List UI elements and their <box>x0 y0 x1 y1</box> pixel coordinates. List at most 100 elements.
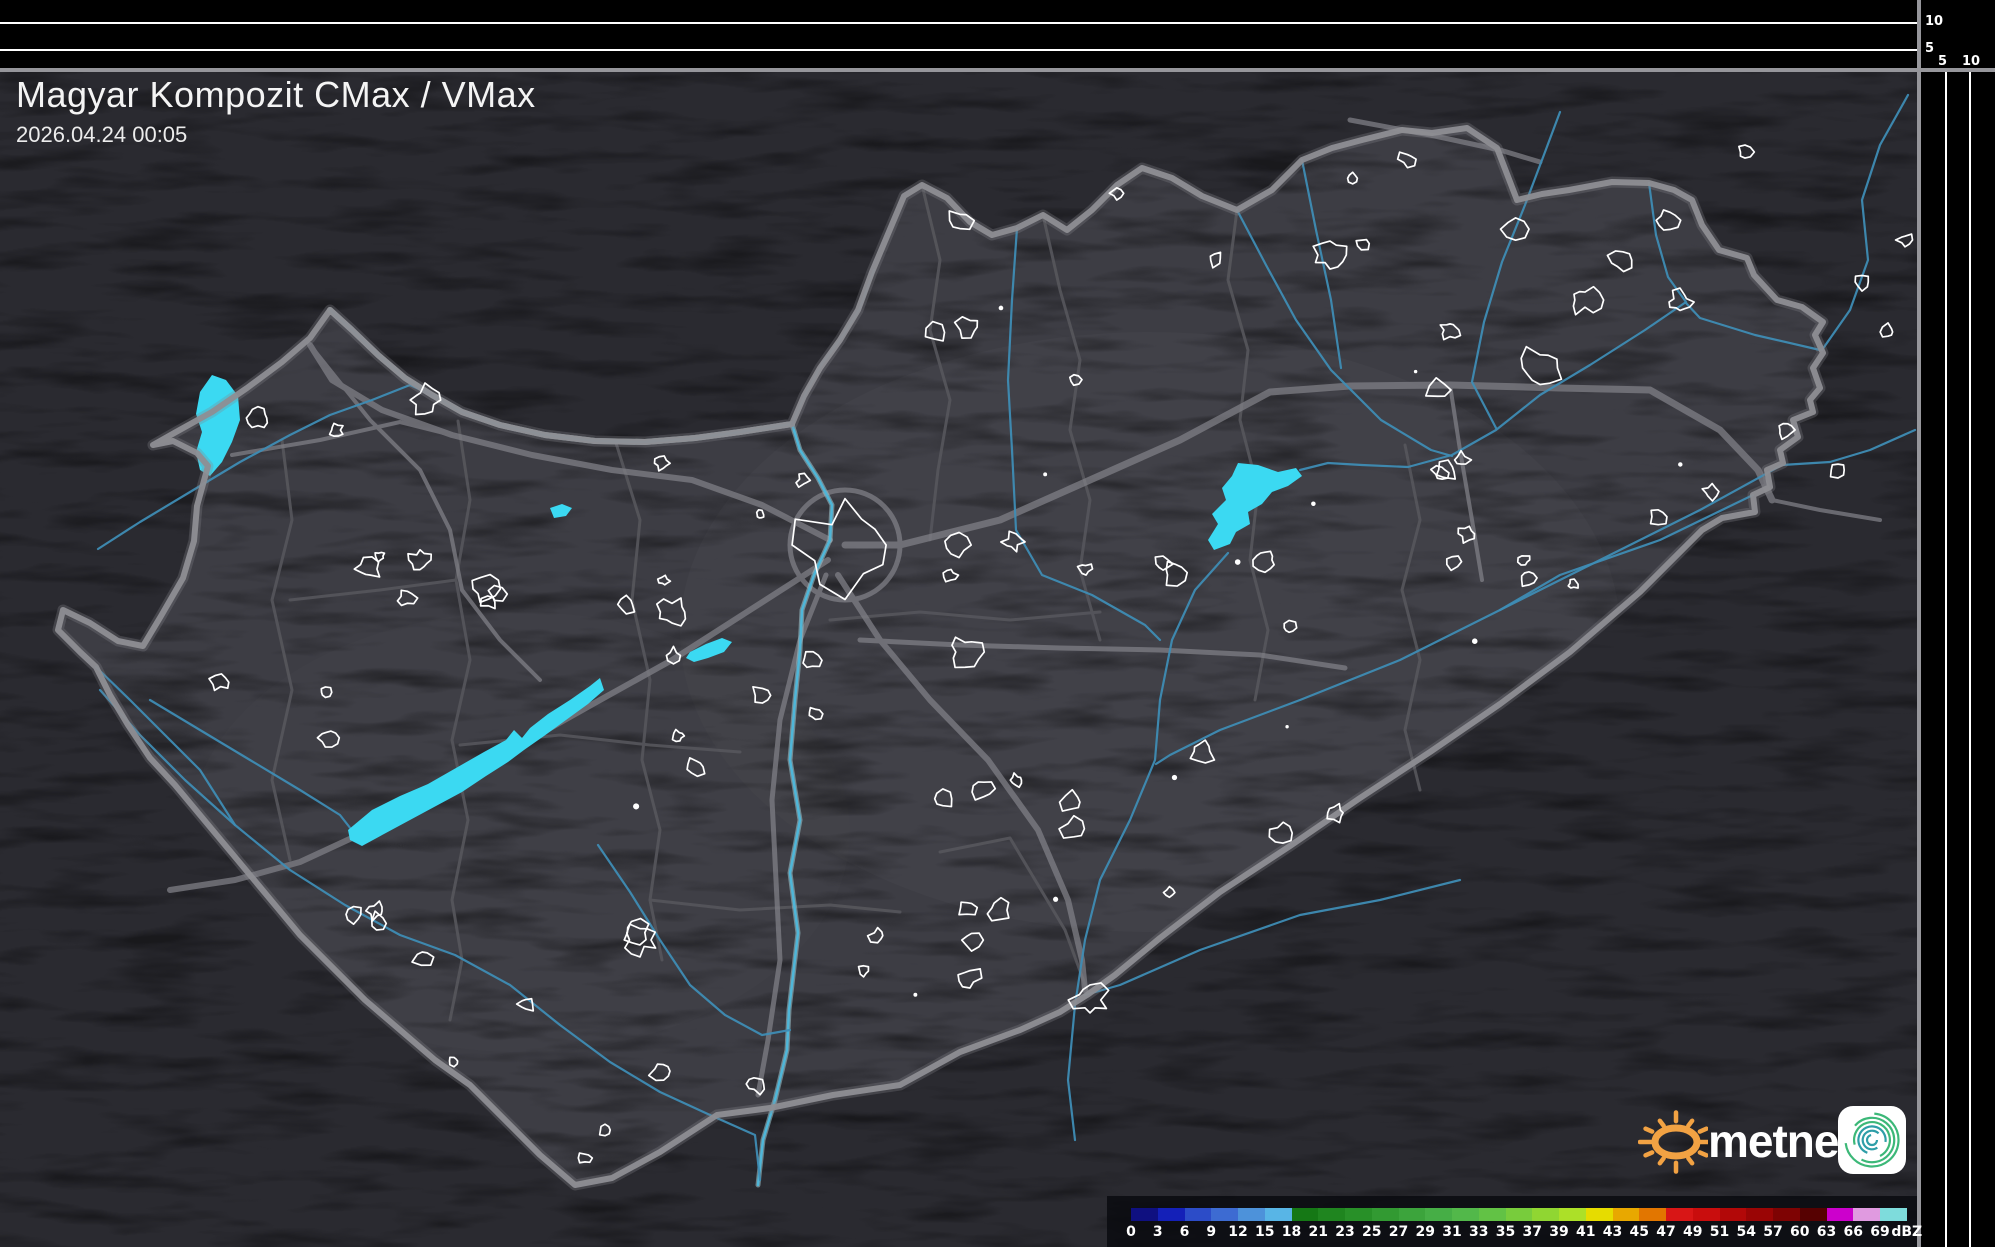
settlement-outline <box>808 706 824 721</box>
settlement-outline <box>245 405 269 429</box>
dbz-label: 60 <box>1790 1224 1810 1240</box>
settlement-outline <box>1453 449 1473 465</box>
hungary-radar-map <box>0 72 1917 1247</box>
page-title: Magyar Kompozit CMax / VMax <box>16 74 536 115</box>
settlement-outline <box>944 531 973 559</box>
settlement-outline <box>1701 482 1720 502</box>
settlement-outline <box>448 1056 459 1068</box>
dbz-swatch <box>1532 1208 1559 1221</box>
lakes-layer <box>196 375 1302 846</box>
county-border <box>448 419 472 1022</box>
settlement-outline <box>933 788 953 808</box>
dbz-label: 49 <box>1683 1224 1703 1240</box>
county-border <box>828 610 1102 622</box>
dbz-swatch <box>1425 1208 1452 1221</box>
road <box>835 572 1088 993</box>
settlement-outline <box>1108 186 1125 201</box>
dbz-label: 15 <box>1255 1224 1275 1240</box>
settlement-outline <box>755 508 765 519</box>
dbz-legend: 0 3 6 9 12 15 18 21 23 25 27 29 31 33 35 37 39 41 43 45 47 49… <box>1107 1196 1922 1247</box>
settlement-outline <box>857 964 870 978</box>
settlement-outline <box>328 422 344 437</box>
settlement-outline <box>1162 885 1176 899</box>
lake <box>550 504 572 518</box>
river <box>1083 878 1462 997</box>
settlement-dot <box>1053 896 1059 902</box>
settlement-outline <box>1252 550 1275 574</box>
settlement-outline <box>515 997 535 1012</box>
settlement-outline <box>1879 322 1894 338</box>
road <box>308 343 542 682</box>
settlement-outline <box>1445 555 1463 572</box>
settlement-outline <box>745 1076 766 1096</box>
settlement-outline <box>924 320 946 342</box>
dbz-swatch <box>1157 1208 1185 1221</box>
settlement-outline <box>953 315 979 339</box>
settlement-outline <box>866 926 884 944</box>
country-border <box>55 125 1826 1188</box>
settlement-outline <box>957 968 983 989</box>
dbz-label: 39 <box>1549 1224 1569 1240</box>
settlement-outline <box>960 932 985 952</box>
top-scale-label-5: 5 <box>1925 41 1935 56</box>
dbz-label: 25 <box>1362 1224 1382 1240</box>
settlement-outline <box>1457 525 1476 544</box>
metnet-app-icon <box>1838 1106 1906 1174</box>
settlement-outline <box>802 650 823 669</box>
dbz-label: 54 <box>1736 1224 1756 1240</box>
settlement-outline <box>1738 144 1756 159</box>
settlement-outline <box>791 497 887 601</box>
settlement-outline <box>1058 788 1081 812</box>
settlement-outline <box>370 910 388 931</box>
dbz-label: 35 <box>1495 1224 1516 1240</box>
road <box>1770 498 1882 522</box>
settlement-outline <box>1520 345 1563 386</box>
county-border <box>920 183 952 542</box>
settlement-outline <box>353 556 381 578</box>
county-border <box>1226 208 1270 702</box>
lake <box>686 638 732 662</box>
dbz-swatch <box>1211 1208 1238 1221</box>
dbz-swatch <box>1692 1208 1720 1221</box>
dbz-swatch <box>1264 1208 1292 1221</box>
dbz-label: dBZ <box>1891 1224 1923 1240</box>
road <box>1347 117 1543 165</box>
dbz-label: 27 <box>1388 1224 1409 1240</box>
settlement-dot <box>1234 559 1241 565</box>
dbz-swatch <box>1880 1208 1907 1221</box>
settlement-outline <box>971 781 997 801</box>
dbz-label: 66 <box>1843 1224 1863 1240</box>
river <box>1498 493 1755 612</box>
settlement-outline <box>487 584 509 602</box>
dbz-swatch <box>1184 1208 1212 1221</box>
road <box>307 342 833 543</box>
settlement-outline <box>1516 555 1531 566</box>
river <box>1006 226 1162 642</box>
road <box>857 637 1348 671</box>
river <box>1820 93 1910 352</box>
dbz-swatch <box>1505 1208 1533 1221</box>
dbz-label: 31 <box>1442 1224 1462 1240</box>
settlement-outline <box>1068 373 1083 387</box>
settlement-outline <box>1312 240 1348 270</box>
settlement-outline <box>1326 802 1344 824</box>
right-profile-panel <box>1921 72 1995 1247</box>
profile-gridline-5km-vert <box>1945 72 1947 1247</box>
dbz-label: 63 <box>1816 1224 1837 1240</box>
settlement-outline <box>986 896 1010 922</box>
settlement-dot <box>633 803 640 810</box>
panel-divider-horizontal <box>0 68 1995 72</box>
dbz-swatch <box>1131 1208 1158 1221</box>
settlement-dot <box>1413 369 1418 374</box>
settlement-outline <box>623 917 650 946</box>
river <box>1470 110 1562 430</box>
county-border <box>270 438 294 862</box>
settlement-outline <box>320 686 333 699</box>
settlement-outline <box>364 900 383 922</box>
dbz-label: 18 <box>1281 1224 1302 1240</box>
river <box>1684 301 1822 352</box>
river <box>1066 551 1230 1142</box>
dbz-swatch <box>1666 1208 1693 1221</box>
river <box>1298 181 1688 472</box>
